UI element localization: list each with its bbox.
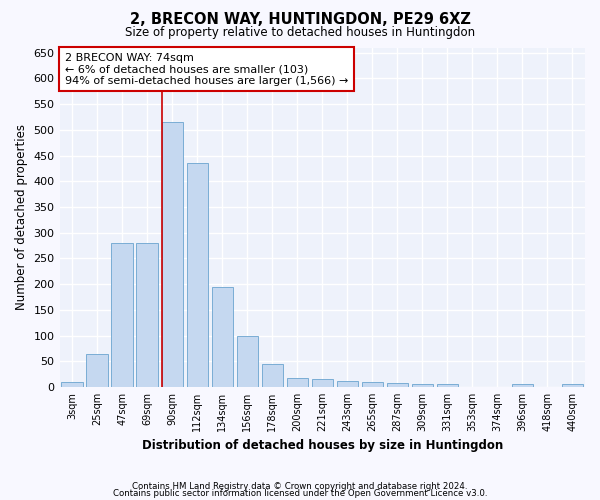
X-axis label: Distribution of detached houses by size in Huntingdon: Distribution of detached houses by size … xyxy=(142,440,503,452)
Text: 2, BRECON WAY, HUNTINGDON, PE29 6XZ: 2, BRECON WAY, HUNTINGDON, PE29 6XZ xyxy=(130,12,470,28)
Bar xyxy=(161,122,183,387)
Bar xyxy=(262,364,283,387)
Bar xyxy=(311,379,333,387)
Text: Contains public sector information licensed under the Open Government Licence v3: Contains public sector information licen… xyxy=(113,490,487,498)
Text: Size of property relative to detached houses in Huntingdon: Size of property relative to detached ho… xyxy=(125,26,475,39)
Bar xyxy=(212,286,233,387)
Bar xyxy=(562,384,583,387)
Bar xyxy=(136,243,158,387)
Bar xyxy=(412,384,433,387)
Bar xyxy=(236,336,258,387)
Text: 2 BRECON WAY: 74sqm
← 6% of detached houses are smaller (103)
94% of semi-detach: 2 BRECON WAY: 74sqm ← 6% of detached hou… xyxy=(65,52,348,86)
Y-axis label: Number of detached properties: Number of detached properties xyxy=(15,124,28,310)
Bar xyxy=(61,382,83,387)
Bar xyxy=(287,378,308,387)
Bar xyxy=(512,384,533,387)
Bar xyxy=(337,381,358,387)
Text: Contains HM Land Registry data © Crown copyright and database right 2024.: Contains HM Land Registry data © Crown c… xyxy=(132,482,468,491)
Bar xyxy=(187,163,208,387)
Bar xyxy=(362,382,383,387)
Bar xyxy=(437,384,458,387)
Bar xyxy=(387,383,408,387)
Bar xyxy=(112,243,133,387)
Bar xyxy=(86,354,108,387)
